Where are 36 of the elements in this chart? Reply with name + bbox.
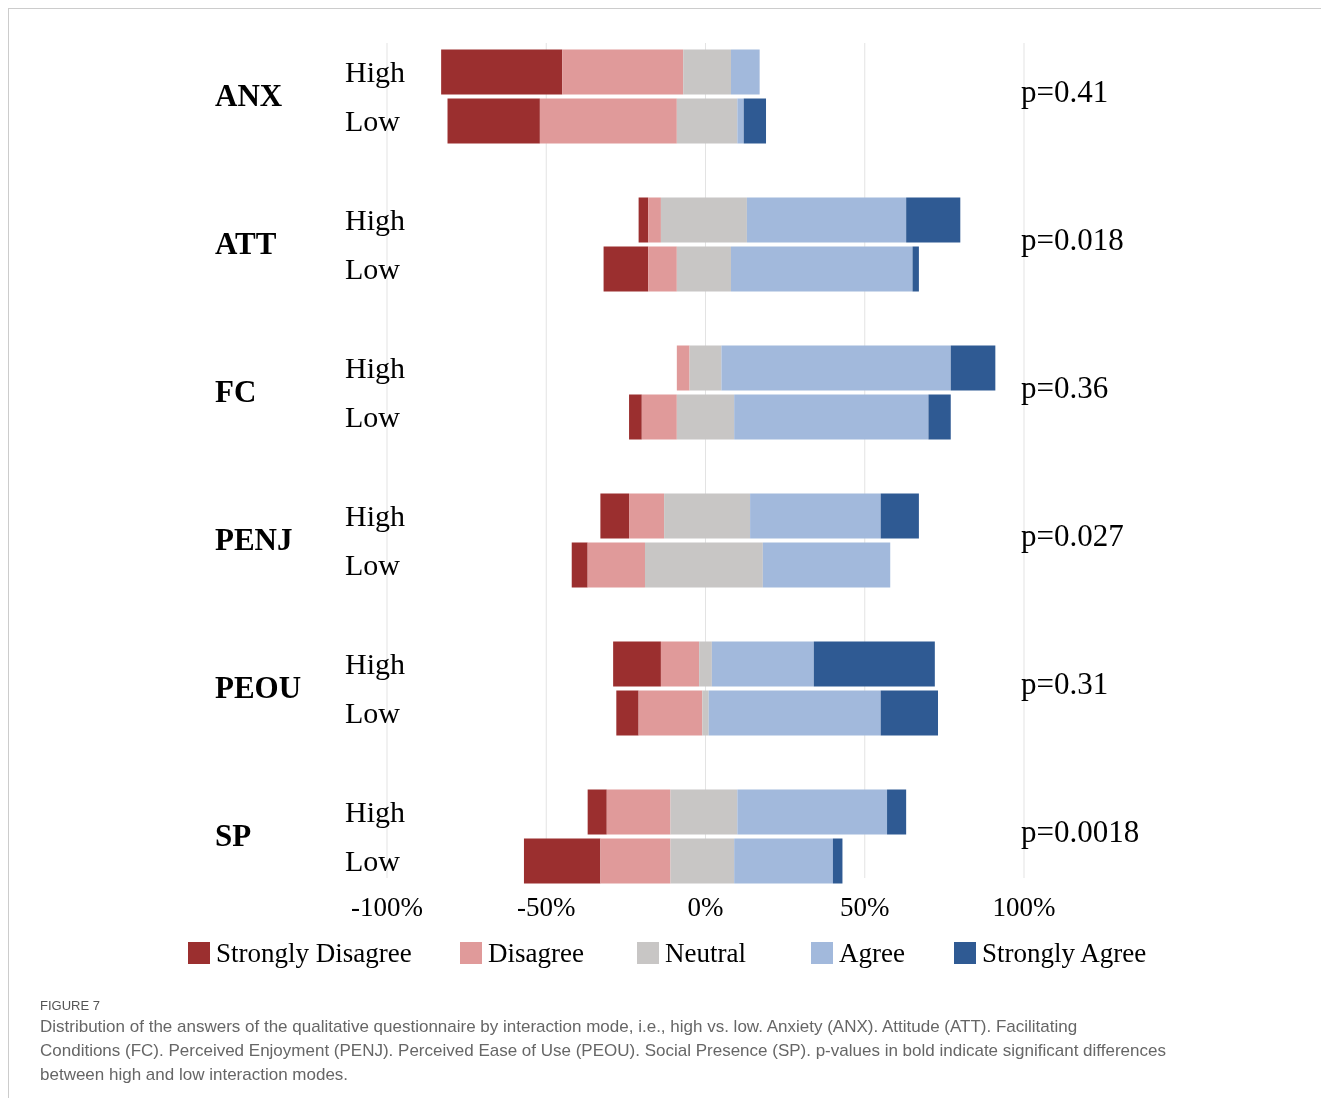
y-tick-label: Low (345, 400, 401, 433)
y-tick-label: Low (345, 548, 401, 581)
y-tick-label: High (345, 351, 405, 384)
text: ANX (215, 78, 283, 113)
y-tick-label: High (345, 647, 405, 680)
text: ATT (215, 226, 277, 261)
x-tick-label: -100% (351, 892, 423, 922)
y-tick-label: Low (345, 252, 401, 285)
annotation: p=0.027 (1021, 518, 1124, 553)
legend-label: Agree (839, 938, 905, 968)
y-tick-label: High (345, 55, 405, 88)
text: Distribution of the answers of the qualitative questionnaire by interaction mode, i.e., high vs. low. Anxiety (ANX). Attitude (ATT). Facilitating Conditions (FC). Perceived Enjoyment (PENJ). Perceived Ease of Use (PEOU). Social Presence (SP). p-values in bold indicate significant differences between high and low interaction modes. (40, 1017, 1166, 1084)
x-tick-label: 50% (840, 892, 890, 922)
x-tick-label: 0% (687, 892, 724, 922)
legend-label: Strongly Disagree (216, 938, 412, 968)
y-tick-label: High (345, 499, 405, 532)
y-tick-label: Low (345, 696, 401, 729)
y-tick-label: High (345, 795, 405, 828)
text: SP (215, 818, 252, 853)
legend-label: Neutral (665, 938, 746, 968)
text: PENJ (215, 522, 293, 557)
caption: FIGURE 7 (40, 998, 100, 1013)
y-tick-label: Low (345, 844, 401, 877)
annotation: p=0.36 (1021, 370, 1109, 405)
legend-label: Strongly Agree (982, 938, 1147, 968)
annotation: p=0.0018 (1021, 814, 1140, 849)
legend-label: Disagree (488, 938, 584, 968)
annotation: p=0.018 (1021, 222, 1124, 257)
y-tick-label: Low (345, 104, 401, 137)
text: PEOU (215, 670, 302, 705)
annotation: p=0.41 (1021, 74, 1109, 109)
y-tick-label: High (345, 203, 405, 236)
x-tick-label: 100% (992, 892, 1056, 922)
text: FC (215, 374, 257, 409)
annotation: p=0.31 (1021, 666, 1109, 701)
x-tick-label: -50% (517, 892, 576, 922)
